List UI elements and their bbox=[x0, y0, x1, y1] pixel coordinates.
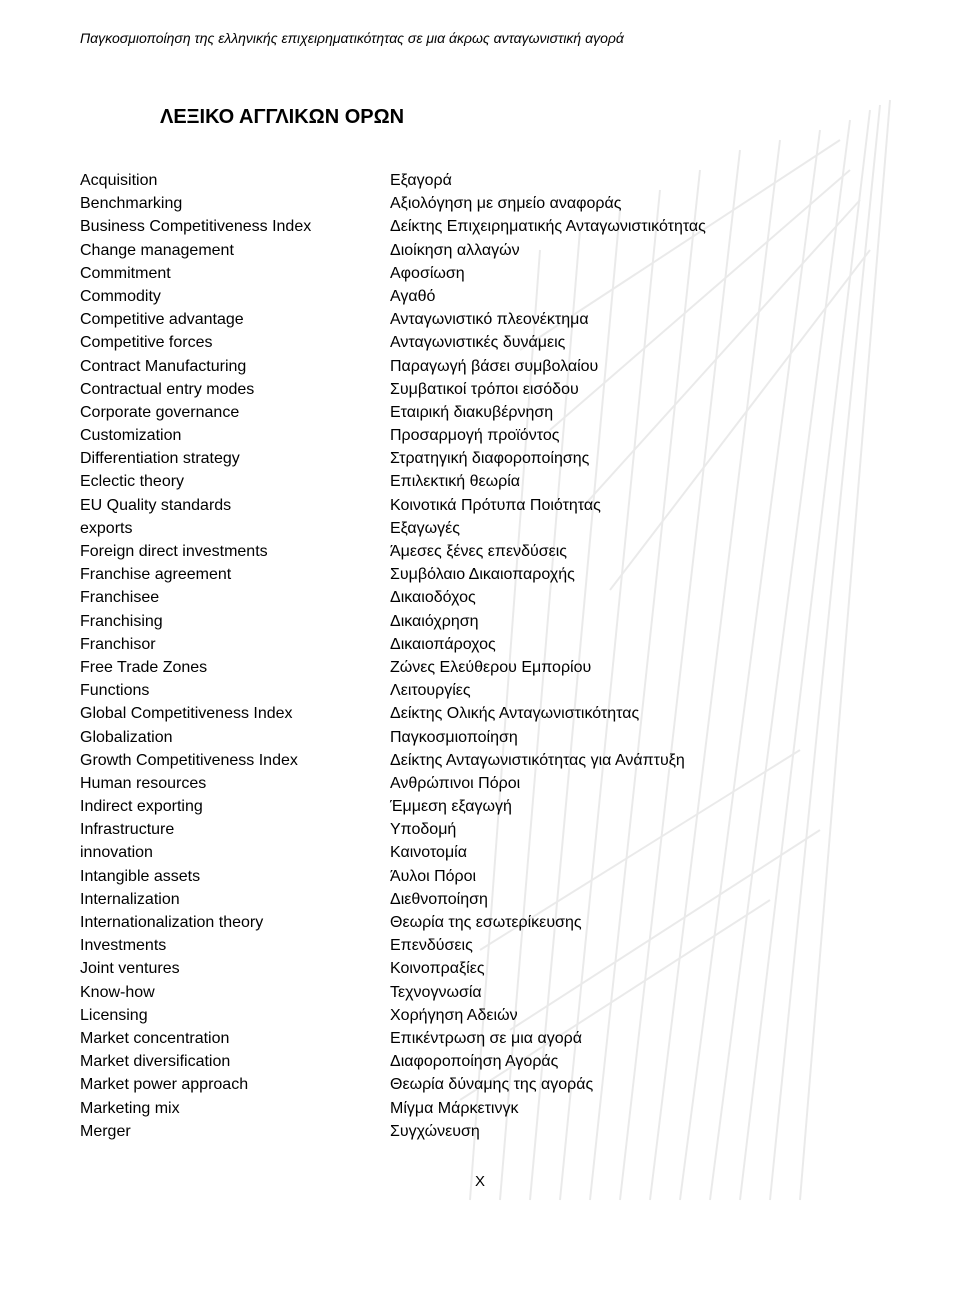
glossary-en-entry: Differentiation strategy bbox=[80, 447, 390, 470]
glossary-gr-entry: Εξαγορά bbox=[390, 169, 880, 192]
glossary-gr-entry: Δικαιόχρηση bbox=[390, 610, 880, 633]
glossary-gr-entry: Αγαθό bbox=[390, 285, 880, 308]
glossary-en-entry: Market diversification bbox=[80, 1050, 390, 1073]
glossary-en-entry: Internalization bbox=[80, 888, 390, 911]
glossary-gr-entry: Συγχώνευση bbox=[390, 1120, 880, 1143]
glossary-gr-entry: Ζώνες Ελεύθερου Εμπορίου bbox=[390, 656, 880, 679]
glossary-gr-entry: Εταιρική διακυβέρνηση bbox=[390, 401, 880, 424]
glossary-gr-entry: Δείκτης Ανταγωνιστικότητας για Ανάπτυξη bbox=[390, 749, 880, 772]
glossary-gr-entry: Θεωρία της εσωτερίκευσης bbox=[390, 911, 880, 934]
glossary-gr-entry: Συμβόλαιο Δικαιοπαροχής bbox=[390, 563, 880, 586]
glossary-en-entry: Contractual entry modes bbox=[80, 378, 390, 401]
glossary-en-entry: Acquisition bbox=[80, 169, 390, 192]
glossary-en-entry: Market power approach bbox=[80, 1073, 390, 1096]
glossary-en-entry: Free Trade Zones bbox=[80, 656, 390, 679]
glossary-en-entry: Franchisor bbox=[80, 633, 390, 656]
glossary-gr-entry: Διαφοροποίηση Αγοράς bbox=[390, 1050, 880, 1073]
glossary-en-entry: Globalization bbox=[80, 726, 390, 749]
glossary-gr-entry: Εξαγωγές bbox=[390, 517, 880, 540]
glossary-en-entry: Functions bbox=[80, 679, 390, 702]
glossary-gr-entry: Δείκτης Ολικής Ανταγωνιστικότητας bbox=[390, 702, 880, 725]
glossary-gr-entry: Ανταγωνιστικό πλεονέκτημα bbox=[390, 308, 880, 331]
glossary-en-entry: Commitment bbox=[80, 262, 390, 285]
glossary-en-entry: Competitive advantage bbox=[80, 308, 390, 331]
glossary-en-entry: Human resources bbox=[80, 772, 390, 795]
glossary-en-entry: Indirect exporting bbox=[80, 795, 390, 818]
glossary-en-entry: Benchmarking bbox=[80, 192, 390, 215]
glossary-gr-entry: Επενδύσεις bbox=[390, 934, 880, 957]
glossary-gr-entry: Λειτουργίες bbox=[390, 679, 880, 702]
glossary-gr-entry: Άμεσες ξένες επενδύσεις bbox=[390, 540, 880, 563]
glossary-gr-entry: Κοινοπραξίες bbox=[390, 957, 880, 980]
glossary-gr-entry: Άυλοι Πόροι bbox=[390, 865, 880, 888]
glossary-gr-entry: Μίγμα Μάρκετινγκ bbox=[390, 1097, 880, 1120]
glossary-en-entry: Intangible assets bbox=[80, 865, 390, 888]
glossary-en-entry: Eclectic theory bbox=[80, 470, 390, 493]
glossary-gr-entry: Τεχνογνωσία bbox=[390, 981, 880, 1004]
glossary-en-entry: Change management bbox=[80, 239, 390, 262]
glossary-gr-entry: Παγκοσμιοποίηση bbox=[390, 726, 880, 749]
glossary-gr-entry: Παραγωγή βάσει συμβολαίου bbox=[390, 355, 880, 378]
glossary-en-entry: EU Quality standards bbox=[80, 494, 390, 517]
glossary-en-entry: Licensing bbox=[80, 1004, 390, 1027]
glossary-en-entry: Growth Competitiveness Index bbox=[80, 749, 390, 772]
glossary-en-entry: Joint ventures bbox=[80, 957, 390, 980]
glossary-gr-entry: Στρατηγική διαφοροποίησης bbox=[390, 447, 880, 470]
glossary-en-entry: Business Competitiveness Index bbox=[80, 215, 390, 238]
glossary-en-entry: Market concentration bbox=[80, 1027, 390, 1050]
glossary-gr-entry: Αφοσίωση bbox=[390, 262, 880, 285]
glossary-gr-entry: Συμβατικοί τρόποι εισόδου bbox=[390, 378, 880, 401]
glossary-gr-entry: Χορήγηση Αδειών bbox=[390, 1004, 880, 1027]
glossary-en-entry: Competitive forces bbox=[80, 331, 390, 354]
glossary-gr-entry: Προσαρμογή προϊόντος bbox=[390, 424, 880, 447]
glossary-en-entry: Investments bbox=[80, 934, 390, 957]
glossary-gr-entry: Κοινοτικά Πρότυπα Ποιότητας bbox=[390, 494, 880, 517]
glossary-column-english: AcquisitionBenchmarkingBusiness Competit… bbox=[80, 169, 390, 1143]
glossary-en-entry: Franchise agreement bbox=[80, 563, 390, 586]
glossary-en-entry: Foreign direct investments bbox=[80, 540, 390, 563]
page-title: ΛΕΞΙΚΟ ΑΓΓΛΙΚΩΝ ΟΡΩΝ bbox=[160, 106, 880, 129]
glossary-gr-entry: Αξιολόγηση με σημείο αναφοράς bbox=[390, 192, 880, 215]
glossary-en-entry: Merger bbox=[80, 1120, 390, 1143]
glossary-gr-entry: Ανθρώπινοι Πόροι bbox=[390, 772, 880, 795]
glossary-en-entry: Franchisee bbox=[80, 586, 390, 609]
glossary-gr-entry: Καινοτομία bbox=[390, 841, 880, 864]
glossary-gr-entry: Δικαιοπάροχος bbox=[390, 633, 880, 656]
glossary-en-entry: Marketing mix bbox=[80, 1097, 390, 1120]
glossary-en-entry: exports bbox=[80, 517, 390, 540]
glossary-gr-entry: Ανταγωνιστικές δυνάμεις bbox=[390, 331, 880, 354]
glossary-gr-entry: Επιλεκτική θεωρία bbox=[390, 470, 880, 493]
glossary-gr-entry: Δείκτης Επιχειρηματικής Ανταγωνιστικότητ… bbox=[390, 215, 880, 238]
glossary-gr-entry: Διεθνοποίηση bbox=[390, 888, 880, 911]
glossary-en-entry: Contract Manufacturing bbox=[80, 355, 390, 378]
glossary-gr-entry: Επικέντρωση σε μια αγορά bbox=[390, 1027, 880, 1050]
glossary-gr-entry: Έμμεση εξαγωγή bbox=[390, 795, 880, 818]
glossary-gr-entry: Υποδομή bbox=[390, 818, 880, 841]
glossary-en-entry: Franchising bbox=[80, 610, 390, 633]
page-header: Παγκοσμιοποίηση της ελληνικής επιχειρημα… bbox=[80, 30, 880, 46]
glossary-gr-entry: Δικαιοδόχος bbox=[390, 586, 880, 609]
glossary-en-entry: Corporate governance bbox=[80, 401, 390, 424]
glossary-en-entry: Customization bbox=[80, 424, 390, 447]
glossary-en-entry: Know-how bbox=[80, 981, 390, 1004]
glossary-en-entry: Infrastructure bbox=[80, 818, 390, 841]
glossary-en-entry: Internationalization theory bbox=[80, 911, 390, 934]
glossary-gr-entry: Διοίκηση αλλαγών bbox=[390, 239, 880, 262]
glossary-en-entry: Global Competitiveness Index bbox=[80, 702, 390, 725]
page-number: X bbox=[80, 1173, 880, 1190]
glossary-column-greek: ΕξαγοράΑξιολόγηση με σημείο αναφοράςΔείκ… bbox=[390, 169, 880, 1143]
glossary-gr-entry: Θεωρία δύναμης της αγοράς bbox=[390, 1073, 880, 1096]
glossary-en-entry: innovation bbox=[80, 841, 390, 864]
glossary-en-entry: Commodity bbox=[80, 285, 390, 308]
glossary-table: AcquisitionBenchmarkingBusiness Competit… bbox=[80, 169, 880, 1143]
